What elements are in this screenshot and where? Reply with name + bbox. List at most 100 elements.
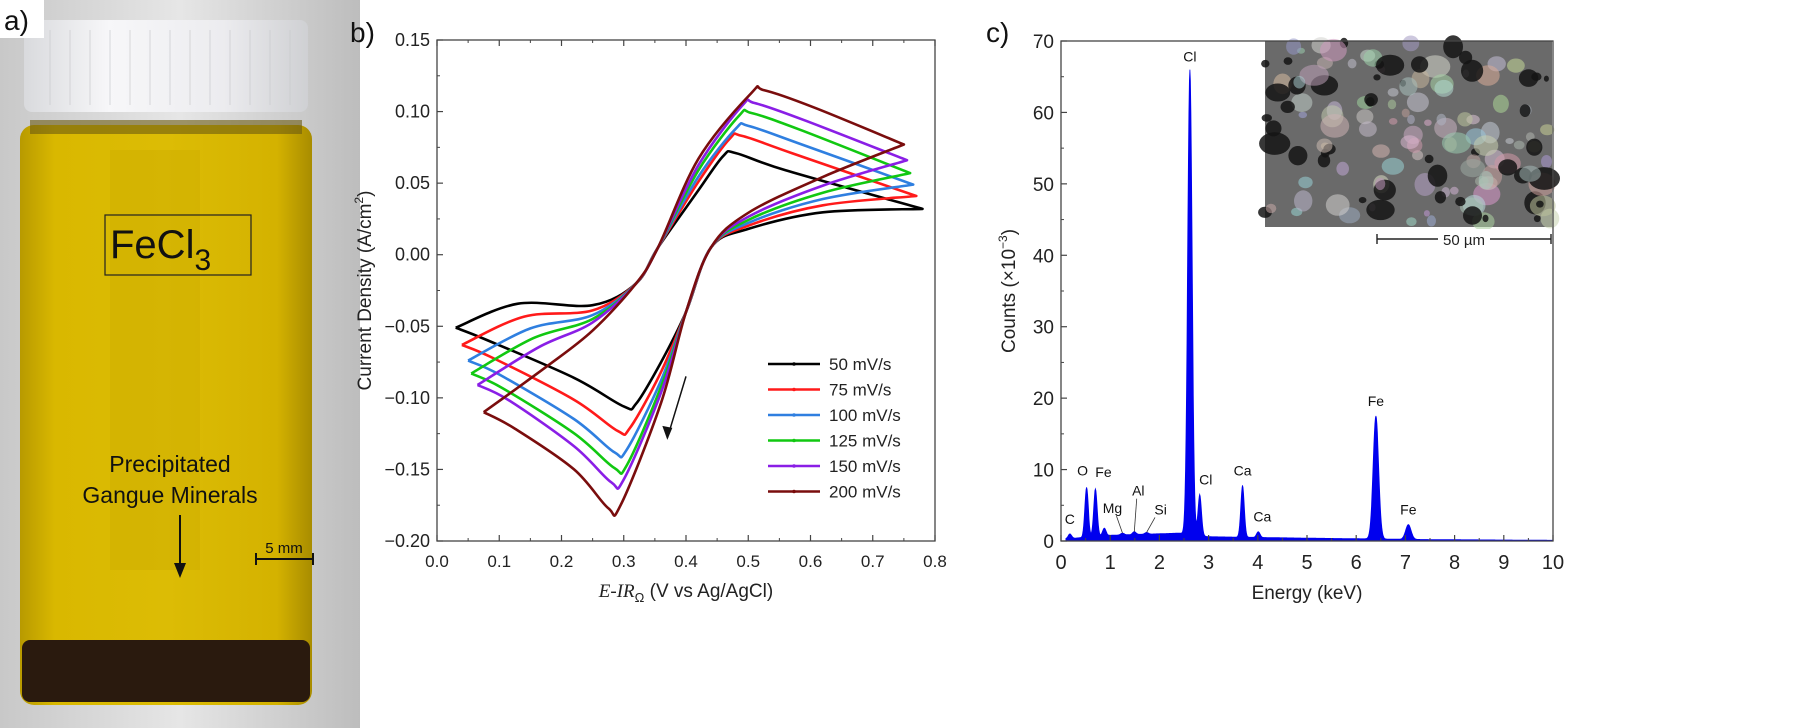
peak-label: Si xyxy=(1154,501,1166,517)
sem-texture-blob xyxy=(1286,38,1302,55)
vial-sediment xyxy=(22,640,310,702)
sem-texture-blob xyxy=(1427,164,1448,187)
panel-a-label-bg xyxy=(0,0,44,38)
legend-label: 125 mV/s xyxy=(829,432,901,451)
sem-texture-blob xyxy=(1283,57,1293,65)
sem-texture-blob xyxy=(1541,155,1552,169)
x-tick-label: 6 xyxy=(1351,552,1362,574)
cv-chart: b) 0.0 0.1 0.2 0.3 0.4 0.5 0.6 0.7 0.8 0.15 0.10 0.… xyxy=(350,17,947,605)
peak-leader-line xyxy=(1146,517,1156,533)
x-tick-label: 0.5 xyxy=(736,552,760,571)
sem-texture-blob xyxy=(1259,132,1291,155)
sem-texture-blob xyxy=(1407,114,1415,125)
sem-texture-blob xyxy=(1291,93,1313,112)
sem-texture-blob xyxy=(1420,55,1451,78)
legend-marker xyxy=(792,438,796,443)
y-tick-label: 20 xyxy=(1033,389,1054,410)
sem-texture-blob xyxy=(1457,112,1473,127)
sem-texture-blob xyxy=(1441,132,1471,154)
sem-texture-blob xyxy=(1513,140,1525,150)
sem-texture-blob xyxy=(1317,153,1331,168)
sem-texture-blob xyxy=(1492,94,1509,113)
sem-texture-blob xyxy=(1459,50,1473,65)
sem-texture-blob xyxy=(1261,114,1272,122)
sem-texture-blob xyxy=(1299,64,1329,86)
sem-texture-blob xyxy=(1519,165,1541,182)
peak-label: Mg xyxy=(1103,500,1122,516)
y-tick-label: 0.00 xyxy=(395,245,430,265)
peak-label: Cl xyxy=(1183,49,1196,65)
panel-b-label: b) xyxy=(350,17,375,48)
y-axis-label: Counts (×10−3) xyxy=(996,229,1020,353)
legend-marker xyxy=(792,464,796,468)
y-tick-label: 50 xyxy=(1033,175,1054,196)
sem-texture-blob xyxy=(1505,138,1514,144)
peak-leader-line xyxy=(1133,498,1138,532)
peak-label: Cl xyxy=(1199,472,1212,488)
sem-texture-blob xyxy=(1482,214,1489,223)
sem-texture-blob xyxy=(1298,111,1308,119)
sem-texture-blob xyxy=(1372,144,1390,158)
panel-a-label: a) xyxy=(4,5,29,36)
sem-texture-blob xyxy=(1373,74,1381,81)
sem-texture-blob xyxy=(1519,104,1531,117)
sem-texture-blob xyxy=(1473,135,1499,156)
sem-texture-blob xyxy=(1261,59,1270,68)
y-tick-label: 10 xyxy=(1033,461,1054,482)
legend-marker xyxy=(792,387,796,392)
sem-texture-blob xyxy=(1320,114,1350,138)
sem-texture-blob xyxy=(1536,200,1544,208)
annotation-line1: Precipitated xyxy=(109,451,230,477)
y-axis-label: Current Density (A/cm2) xyxy=(352,191,376,391)
sem-texture-blob xyxy=(1375,177,1386,191)
legend-label: 75 mV/s xyxy=(829,381,891,400)
y-tick-label: −0.05 xyxy=(384,316,430,336)
x-tick-label: 0.4 xyxy=(674,552,698,571)
sem-texture-blob xyxy=(1424,119,1432,126)
sem-texture-blob xyxy=(1498,159,1518,176)
legend-label: 100 mV/s xyxy=(829,406,901,425)
peak-label: O xyxy=(1077,462,1088,478)
sem-texture-blob xyxy=(1423,210,1430,217)
inset-scale-label-bg xyxy=(1438,229,1490,249)
peak-label: Fe xyxy=(1400,502,1417,518)
sem-texture-blob xyxy=(1387,99,1397,110)
sem-texture-blob xyxy=(1411,56,1429,73)
sem-texture-blob xyxy=(1298,176,1313,189)
peak-label: Fe xyxy=(1368,393,1385,409)
peak-label: Ca xyxy=(1234,462,1252,478)
sem-texture-blob xyxy=(1531,72,1542,81)
sem-texture-blob xyxy=(1434,79,1454,97)
x-tick-label: 0 xyxy=(1055,552,1066,574)
x-tick-label: 0.6 xyxy=(799,552,823,571)
x-tick-label: 0.2 xyxy=(550,552,574,571)
annotation-line2: Gangue Minerals xyxy=(82,482,257,508)
sem-texture-blob xyxy=(1402,35,1420,52)
sem-texture-blob xyxy=(1406,217,1417,227)
vial-liquid xyxy=(20,125,312,705)
sem-texture-blob xyxy=(1507,58,1525,73)
sem-texture-blob xyxy=(1460,159,1486,178)
y-tick-label: 0 xyxy=(1043,532,1054,553)
vial-neck xyxy=(30,120,302,134)
x-tick-label: 1 xyxy=(1105,552,1116,574)
sem-texture-blob xyxy=(1359,121,1377,137)
legend-label: 50 mV/s xyxy=(829,355,891,374)
vial-cap xyxy=(24,20,308,112)
x-tick-label: 2 xyxy=(1154,552,1165,574)
cap-ridges xyxy=(49,30,291,105)
sem-texture-blob xyxy=(1406,92,1429,113)
chemical-label-box xyxy=(104,214,252,276)
sem-texture-blob xyxy=(1526,138,1543,156)
sem-texture-blob xyxy=(1400,135,1419,150)
sem-texture-blob xyxy=(1455,196,1466,207)
sem-texture-blob xyxy=(1443,35,1463,59)
sem-texture-blob xyxy=(1294,190,1313,212)
cv-series-line xyxy=(482,85,906,517)
y-tick-label: 0.10 xyxy=(395,102,430,122)
x-axis-label: Energy (keV) xyxy=(1252,583,1363,604)
x-axis-label: E-IRΩ (V vs Ag/AgCl) xyxy=(598,581,773,605)
peak-label: Fe xyxy=(1095,464,1112,480)
sem-texture-blob xyxy=(1376,54,1405,76)
sem-texture-blob xyxy=(1463,206,1482,225)
